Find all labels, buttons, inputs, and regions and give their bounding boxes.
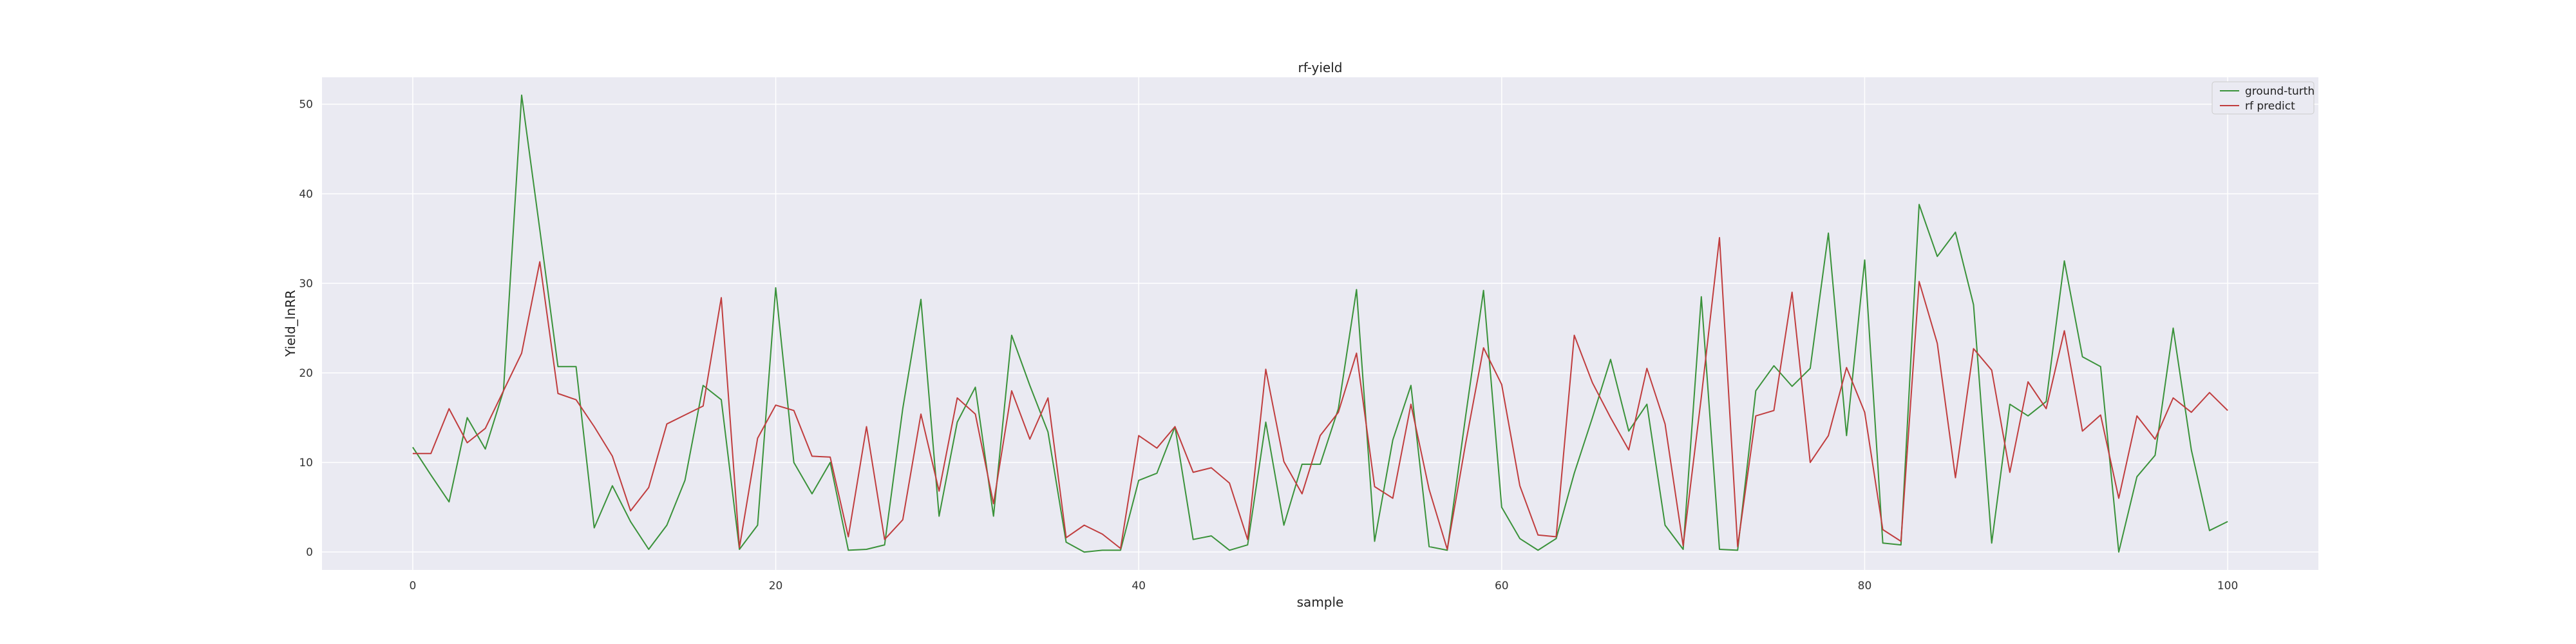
x-tick-label: 40 xyxy=(1132,580,1146,592)
y-tick-label: 40 xyxy=(299,188,313,201)
y-tick-label: 0 xyxy=(306,546,313,559)
series-layer xyxy=(412,94,2228,553)
x-tick-label: 0 xyxy=(409,580,416,592)
series-line-ground-turth xyxy=(412,94,2228,553)
y-tick-label: 10 xyxy=(299,457,313,469)
series-line-rf-predict xyxy=(412,237,2228,550)
x-tick-label: 80 xyxy=(1858,580,1872,592)
x-tick-label: 100 xyxy=(2217,580,2238,592)
chart-title: rf-yield xyxy=(1298,60,1343,75)
plot-area xyxy=(322,77,2318,570)
legend-label-rf-predict: rf predict xyxy=(2245,100,2295,113)
y-tick-label: 30 xyxy=(299,278,313,290)
x-tick-label: 20 xyxy=(769,580,783,592)
x-tick-label: 60 xyxy=(1495,580,1509,592)
y-tick-label: 50 xyxy=(299,99,313,111)
legend-label-ground-turth: ground-turth xyxy=(2245,85,2315,98)
y-axis-ticks: 0 10 20 30 40 50 xyxy=(299,99,313,559)
grid xyxy=(322,77,2318,570)
x-axis-ticks: 0 20 40 60 80 100 xyxy=(409,580,2238,592)
y-tick-label: 20 xyxy=(299,367,313,380)
x-axis-label: sample xyxy=(1297,594,1344,610)
legend: ground-turth rf predict xyxy=(2211,81,2315,115)
y-axis-label: Yield_lnRR xyxy=(283,290,298,357)
